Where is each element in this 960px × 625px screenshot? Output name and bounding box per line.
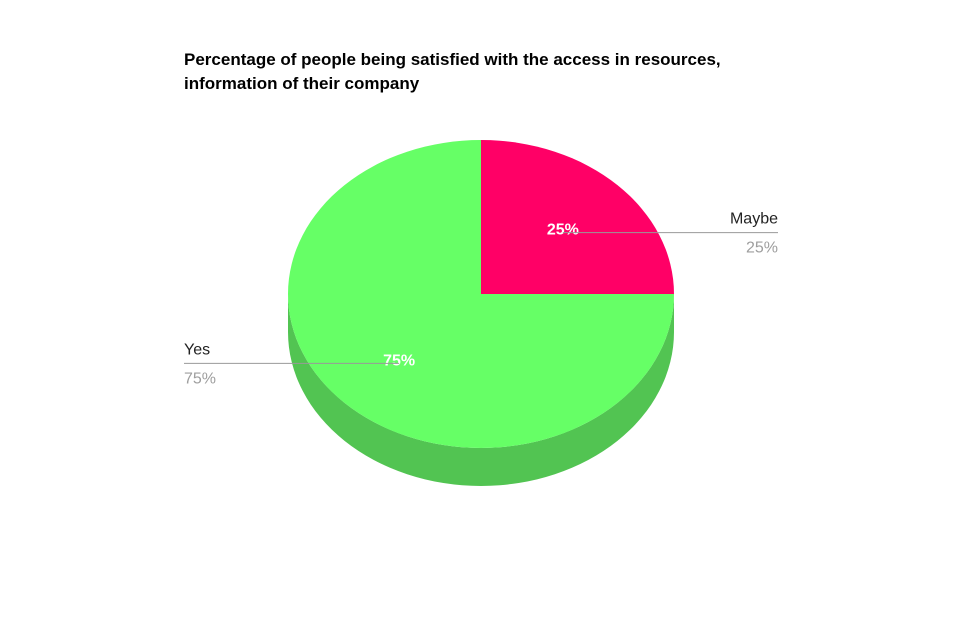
pie-slice-yes: [288, 140, 674, 448]
pie-tops: [288, 140, 674, 448]
pie-slice-maybe: [481, 140, 674, 294]
callout-percent-maybe: 25%: [746, 240, 778, 257]
slice-percent-label-yes: 75%: [383, 352, 415, 369]
callout-percent-yes: 75%: [184, 370, 216, 387]
pie-side-yes: [288, 294, 674, 486]
callout-name-yes: Yes: [184, 341, 210, 358]
callout-name-maybe: Maybe: [730, 211, 778, 228]
slice-percent-label-maybe: 25%: [547, 222, 579, 239]
chart-title: Percentage of people being satisfied wit…: [184, 50, 721, 93]
pie-inner-labels: 25% 75%: [383, 222, 579, 370]
pie-callouts: Maybe 25% Yes 75%: [184, 211, 778, 387]
pie-sides: [288, 294, 674, 486]
